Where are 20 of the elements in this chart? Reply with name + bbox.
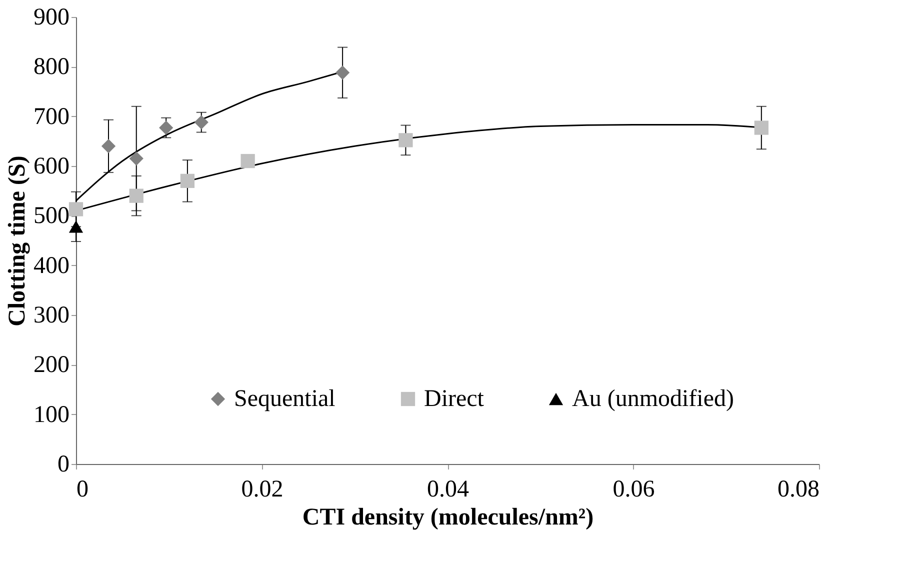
y-axis-title: Clotting time (S) xyxy=(4,156,30,326)
y-tick-label: 600 xyxy=(34,154,70,180)
y-tick-label: 400 xyxy=(34,252,70,279)
y-tick-label: 200 xyxy=(34,352,70,378)
y-tick-label: 500 xyxy=(34,203,70,230)
x-tick-label: 0 xyxy=(76,476,88,502)
x-axis-title: CTI density (molecules/nm²) xyxy=(302,504,594,530)
y-tick-label: 900 xyxy=(34,4,70,30)
x-tick-label: 0.02 xyxy=(241,476,284,502)
legend-label: Direct xyxy=(424,386,484,412)
legend-label: Sequential xyxy=(234,386,336,412)
y-tick-label: 800 xyxy=(34,54,70,80)
x-tick-label: 0.04 xyxy=(427,476,469,502)
y-tick-label: 700 xyxy=(34,104,70,130)
y-tick-label: 100 xyxy=(34,402,70,428)
y-tick-label: 300 xyxy=(34,302,70,328)
y-tick-label: 0 xyxy=(58,452,70,478)
x-tick-label: 0.06 xyxy=(612,476,655,502)
legend-label: Au (unmodified) xyxy=(572,386,734,412)
x-tick-label: 0.08 xyxy=(778,476,820,502)
